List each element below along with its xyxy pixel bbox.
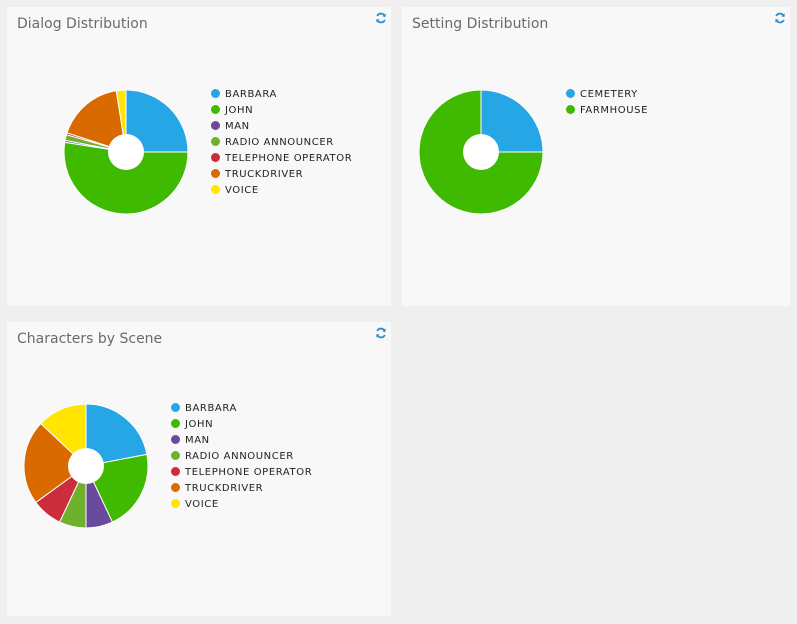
legend-swatch — [171, 418, 180, 428]
donut-hole — [68, 448, 104, 484]
donut-hole — [108, 134, 144, 170]
legend-swatch — [211, 104, 220, 114]
refresh-icon[interactable] — [774, 12, 786, 24]
legend-item-radio-announcer[interactable]: RADIO ANNOUNCER — [211, 135, 352, 151]
legend: BARBARA JOHN MAN RADIO ANNOUNCER TELEPHONE O… — [211, 87, 352, 199]
legend-swatch — [211, 152, 220, 162]
panel-title: Dialog Distribution — [17, 16, 148, 32]
legend-label: RADIO ANNOUNCER — [225, 137, 334, 148]
legend-item-cemetery[interactable]: CEMETERY — [566, 87, 648, 103]
legend-label: VOICE — [185, 499, 219, 510]
legend-label: TRUCKDRIVER — [225, 169, 304, 180]
pie-slice-truckdriver[interactable] — [66, 90, 127, 153]
pie-slice-truckdriver[interactable] — [24, 422, 87, 504]
legend-swatch — [211, 168, 220, 178]
legend-swatch — [171, 450, 180, 460]
legend-item-telephone-operator[interactable]: TELEPHONE OPERATOR — [211, 151, 352, 167]
legend-item-man[interactable]: MAN — [211, 119, 352, 135]
setting-distribution-panel: Setting Distribution CEMETERY FARMHOUSE — [402, 7, 790, 306]
legend-label: TRUCKDRIVER — [185, 483, 264, 494]
legend-label: BARBARA — [225, 89, 277, 100]
panel-title: Setting Distribution — [412, 16, 549, 32]
legend-label: TELEPHONE OPERATOR — [225, 153, 353, 164]
legend-swatch — [171, 466, 180, 476]
setting-pie-chart — [419, 90, 543, 214]
legend-swatch — [211, 184, 220, 194]
legend: BARBARA JOHN MAN RADIO ANNOUNCER TELEPHONE O… — [171, 401, 312, 513]
legend-label: MAN — [185, 435, 210, 446]
legend-label: MAN — [225, 121, 250, 132]
legend-swatch — [211, 120, 220, 130]
legend-item-man[interactable]: MAN — [171, 433, 312, 449]
pie-slice-voice[interactable] — [40, 404, 87, 468]
characters-by-scene-panel: Characters by Scene BARBARA JOHN MAN RADIO … — [7, 322, 391, 616]
legend-item-telephone-operator[interactable]: TELEPHONE OPERATOR — [171, 465, 312, 481]
legend-swatch — [171, 482, 180, 492]
panel-title: Characters by Scene — [17, 331, 163, 347]
pie-slice-barbara[interactable] — [85, 404, 148, 467]
legend-item-radio-announcer[interactable]: RADIO ANNOUNCER — [171, 449, 312, 465]
refresh-icon[interactable] — [375, 327, 387, 339]
legend-swatch — [171, 498, 180, 508]
pie-slice-cemetery[interactable] — [480, 90, 543, 153]
dialog-pie-chart — [64, 90, 188, 214]
legend-swatch — [171, 434, 180, 444]
legend-label: BARBARA — [185, 403, 237, 414]
legend-label: JOHN — [225, 105, 254, 116]
pie-slice-john[interactable] — [64, 141, 188, 214]
legend-swatch — [566, 104, 575, 114]
legend-item-voice[interactable]: VOICE — [211, 183, 352, 199]
legend-item-john[interactable]: JOHN — [171, 417, 312, 433]
scene-pie-chart — [24, 404, 148, 528]
legend-label: JOHN — [185, 419, 214, 430]
legend-item-truckdriver[interactable]: TRUCKDRIVER — [211, 167, 352, 183]
legend-swatch — [171, 402, 180, 412]
legend-label: TELEPHONE OPERATOR — [185, 467, 313, 478]
pie-slice-barbara[interactable] — [125, 90, 188, 153]
legend-item-barbara[interactable]: BARBARA — [211, 87, 352, 103]
legend-item-voice[interactable]: VOICE — [171, 497, 312, 513]
legend: CEMETERY FARMHOUSE — [566, 87, 648, 119]
legend-label: RADIO ANNOUNCER — [185, 451, 294, 462]
donut-hole — [463, 134, 499, 170]
legend-label: FARMHOUSE — [580, 105, 649, 116]
legend-item-john[interactable]: JOHN — [211, 103, 352, 119]
legend-swatch — [211, 136, 220, 146]
legend-swatch — [566, 88, 575, 98]
refresh-icon[interactable] — [375, 12, 387, 24]
legend-item-barbara[interactable]: BARBARA — [171, 401, 312, 417]
legend-label: VOICE — [225, 185, 259, 196]
legend-item-farmhouse[interactable]: FARMHOUSE — [566, 103, 648, 119]
legend-swatch — [211, 88, 220, 98]
legend-item-truckdriver[interactable]: TRUCKDRIVER — [171, 481, 312, 497]
dialog-distribution-panel: Dialog Distribution BARBARA JOHN MAN RADIO … — [7, 7, 391, 306]
legend-label: CEMETERY — [580, 89, 638, 100]
